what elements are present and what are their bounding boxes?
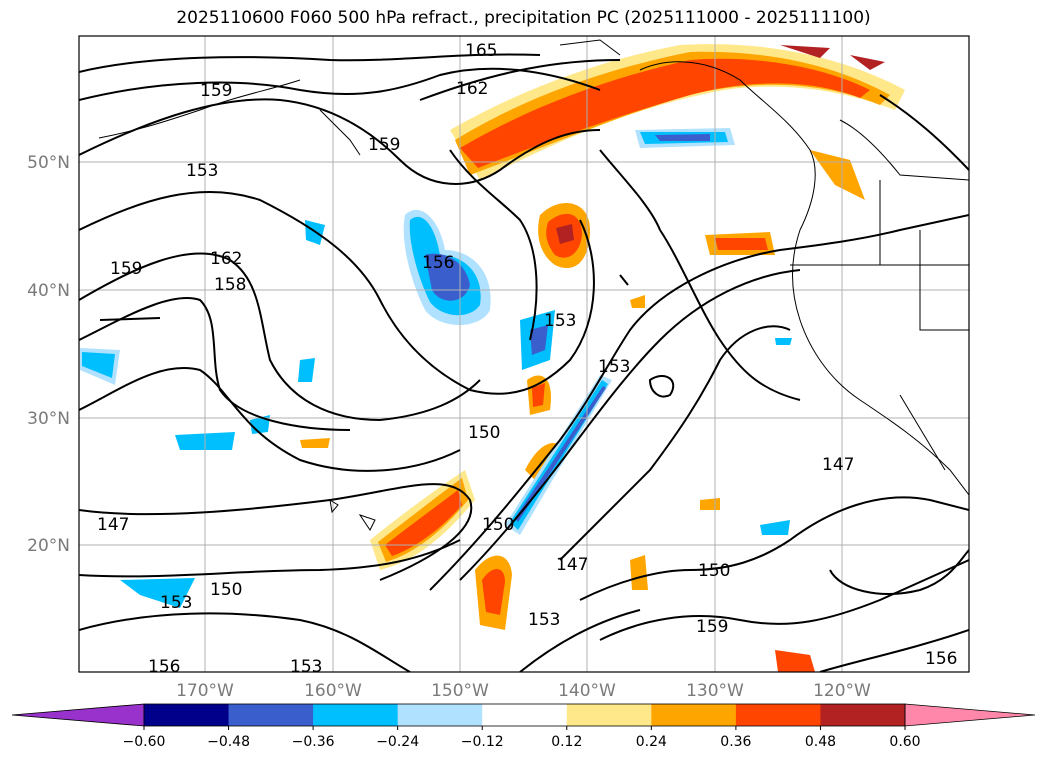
colorbar-tick-label: 0.36 xyxy=(720,734,751,750)
latitude-labels: 50°N 40°N 30°N 20°N xyxy=(27,153,70,556)
contour-label: 153 xyxy=(160,593,192,613)
contour-label-group: 165 162 159 159 153 162 158 159 156 153 … xyxy=(97,41,957,677)
lon-label: 120°W xyxy=(813,681,871,701)
contour-label: 153 xyxy=(186,161,218,181)
colorbar-segment xyxy=(144,704,230,726)
contour-label: 156 xyxy=(422,253,454,273)
colorbar-segment xyxy=(228,704,314,726)
contour-label: 165 xyxy=(465,41,497,61)
contour-label: 153 xyxy=(528,610,560,630)
colorbar-segment xyxy=(482,704,568,726)
colorbar-tick-label: 0.48 xyxy=(805,734,836,750)
contour-label: 147 xyxy=(822,455,854,475)
colorbar-tick-label: −0.36 xyxy=(292,734,335,750)
contour-label: 156 xyxy=(148,657,180,677)
longitude-labels: 170°W 160°W 150°W 140°W 130°W 120°W xyxy=(176,681,871,701)
lon-label: 140°W xyxy=(558,681,616,701)
graticule xyxy=(79,36,969,672)
contour-label: 159 xyxy=(110,259,142,279)
colorbar-segment xyxy=(566,704,652,726)
contour-label: 150 xyxy=(210,580,242,600)
colorbar-tick-label: −0.60 xyxy=(123,734,166,750)
colorbar-extend-low xyxy=(11,703,145,727)
contour-label: 153 xyxy=(290,657,322,677)
contour-label: 147 xyxy=(97,515,129,535)
colorbar-segment xyxy=(313,704,399,726)
colorbar-tick-label: 0.12 xyxy=(551,734,582,750)
lat-label: 50°N xyxy=(27,153,70,173)
colorbar-tick-label: 0.60 xyxy=(889,734,920,750)
lon-label: 130°W xyxy=(686,681,744,701)
contour-label: 150 xyxy=(698,561,730,581)
lat-label: 40°N xyxy=(27,281,70,301)
colorbar-tick-label: −0.24 xyxy=(376,734,419,750)
lon-label: 160°W xyxy=(304,681,362,701)
contour-label: 153 xyxy=(598,357,630,377)
contour-label: 150 xyxy=(468,423,500,443)
contour-label: 159 xyxy=(696,617,728,637)
colorbar: −0.60 −0.48 −0.36 −0.24 −0.12 0.12 0.24 0.36 0.4… xyxy=(11,703,1036,750)
colorbar-segment xyxy=(735,704,821,726)
contour-label: 150 xyxy=(482,515,514,535)
contour-label: 153 xyxy=(544,311,576,331)
refractivity-contours xyxy=(79,53,969,672)
lon-label: 170°W xyxy=(176,681,234,701)
map-title: 2025110600 F060 500 hPa refract., precip… xyxy=(176,8,871,28)
precipitation-shading xyxy=(80,44,905,672)
lon-label: 150°W xyxy=(431,681,489,701)
contour-label: 147 xyxy=(556,555,588,575)
lat-label: 30°N xyxy=(27,409,70,429)
contour-label: 159 xyxy=(200,81,232,101)
contour-label: 159 xyxy=(368,135,400,155)
colorbar-frame xyxy=(143,703,906,727)
contour-label: 162 xyxy=(210,249,242,269)
lat-label: 20°N xyxy=(27,536,70,556)
contour-label: 156 xyxy=(925,649,957,669)
colorbar-segment xyxy=(820,704,906,726)
colorbar-segment xyxy=(397,704,483,726)
colorbar-tick-label: −0.48 xyxy=(207,734,250,750)
colorbar-segment xyxy=(651,704,737,726)
colorbar-tick-label: −0.12 xyxy=(461,734,504,750)
contour-label: 162 xyxy=(456,79,488,99)
contour-label: 158 xyxy=(214,275,246,295)
colorbar-extend-high xyxy=(904,703,1036,727)
colorbar-tick-label: 0.24 xyxy=(636,734,667,750)
plot-frame xyxy=(78,35,970,673)
